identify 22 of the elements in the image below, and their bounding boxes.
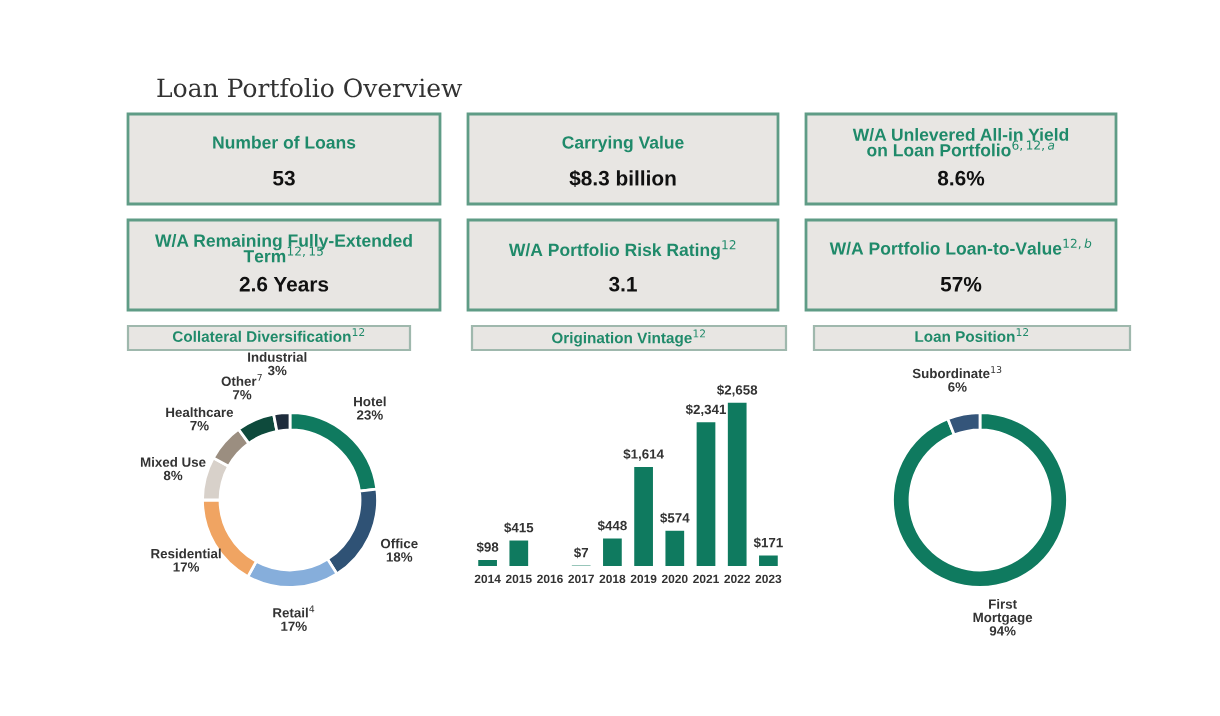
- text: W/A Portfolio Loan-to-Value$^{12,b}$: [829, 238, 1092, 255]
- bar: [478, 559, 497, 566]
- bar: [509, 540, 529, 566]
- bar: [727, 402, 747, 566]
- text: 8.6%: [937, 170, 985, 186]
- bar: [603, 538, 622, 566]
- text: W/A Portfolio Risk Rating$^{12}$: [508, 240, 736, 260]
- donut-slice: [891, 411, 1069, 589]
- text: W/A Remaining Fully-Extended Term$^{12,15}$: [155, 233, 412, 263]
- text: 53: [273, 170, 295, 186]
- text: 2.6 Years: [239, 276, 329, 292]
- text: W/A Unlevered All-in Yield on Loan Portfolio$^{6,12,a}$: [852, 128, 1069, 157]
- text: 3.1: [609, 276, 637, 292]
- bar: [665, 530, 685, 566]
- text: Carrying Value: [562, 135, 684, 153]
- text: 57%: [940, 276, 982, 292]
- bar: [634, 466, 653, 566]
- text: $8.3 billion: [569, 169, 676, 187]
- text: Number of Loans: [213, 135, 356, 149]
- text: Loan Portfolio Overview: [157, 77, 463, 98]
- bar: [759, 555, 778, 566]
- bar: [696, 422, 716, 566]
